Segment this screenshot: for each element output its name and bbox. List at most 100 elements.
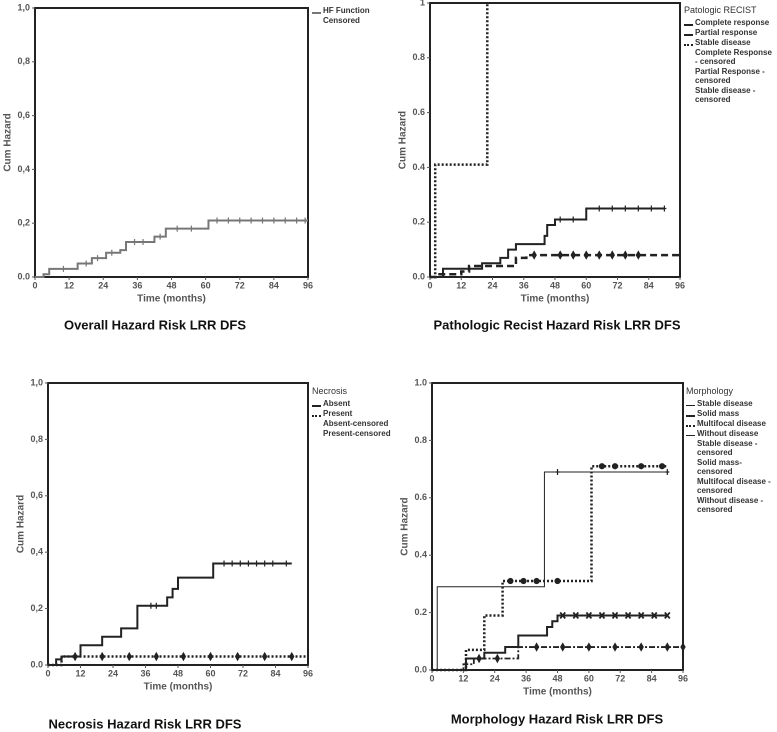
- censor-mark: [270, 560, 275, 567]
- legend-swatch: [312, 6, 321, 14]
- x-tick-label: 60: [581, 280, 591, 290]
- x-tick-label: 48: [166, 280, 176, 290]
- legend-item: Censored: [312, 16, 400, 25]
- censor-mark: [215, 217, 219, 224]
- legend-label: Stable disease: [697, 399, 753, 408]
- y-tick-label: 0.0: [17, 271, 30, 281]
- x-tick-label: 12: [458, 673, 468, 683]
- censor-mark: [283, 217, 288, 224]
- censor-mark: [624, 611, 632, 620]
- censor-mark: [622, 250, 629, 260]
- legend-swatch: [684, 86, 693, 92]
- legend-swatch: [686, 458, 695, 464]
- step-line: [430, 3, 489, 279]
- censor-mark: [207, 651, 214, 662]
- legend-swatch: [684, 18, 693, 26]
- censor-mark: [99, 651, 105, 662]
- x-axis-label: Time (months): [144, 682, 213, 693]
- censor-mark: [611, 611, 619, 620]
- x-tick-label: 84: [270, 668, 280, 678]
- legend-item: Present-censored: [312, 429, 400, 438]
- censor-mark: [254, 560, 259, 567]
- censor-mark: [262, 560, 267, 567]
- censor-mark: [636, 205, 641, 212]
- legend-item: Solid mass-censored: [686, 458, 774, 476]
- censor-mark: [154, 602, 159, 609]
- legend-swatch: [686, 477, 695, 483]
- legend-swatch: [686, 399, 695, 406]
- legend-swatch: [684, 67, 693, 73]
- legend-swatch: [684, 48, 693, 54]
- chart-title: Pathologic Recist Hazard Risk LRR DFS: [433, 317, 680, 332]
- y-tick-label: 0,6: [17, 110, 30, 120]
- censor-mark: [583, 250, 589, 260]
- legend-item: Complete response: [684, 18, 772, 27]
- censor-mark: [507, 577, 514, 585]
- censor-mark: [664, 611, 671, 620]
- x-tick-label: 36: [132, 280, 142, 290]
- censor-mark: [158, 233, 163, 240]
- legend-item: Stable disease -censored: [686, 439, 774, 457]
- censor-mark: [148, 602, 153, 609]
- censor-mark: [476, 653, 482, 664]
- legend-item: Complete Response - censored: [684, 48, 772, 66]
- censor-mark: [226, 217, 231, 224]
- censor-mark: [637, 611, 645, 620]
- x-tick-label: 84: [647, 673, 657, 683]
- legend-label: Complete response: [695, 18, 770, 27]
- legend-item: Absent-censored: [312, 419, 400, 428]
- y-tick-label: 0.4: [414, 550, 427, 560]
- legend-item: Stable disease - censored: [684, 86, 772, 104]
- y-tick-label: 0.0: [414, 664, 427, 674]
- legend-swatch: [686, 409, 695, 417]
- censor-mark: [635, 250, 642, 260]
- legend-item: Without disease: [686, 429, 774, 438]
- censor-mark: [520, 577, 527, 585]
- legend-label: Partial Response - censored: [695, 67, 765, 85]
- censor-mark: [246, 560, 251, 567]
- censor-mark: [611, 463, 619, 470]
- censor-mark: [558, 216, 563, 223]
- x-tick-label: 60: [201, 280, 211, 290]
- x-tick-label: 84: [644, 280, 654, 290]
- censor-mark: [598, 463, 606, 470]
- censor-mark: [664, 642, 671, 652]
- y-tick-label: 0.6: [412, 107, 425, 117]
- x-tick-label: 96: [303, 668, 313, 678]
- x-tick-label: 0: [45, 668, 50, 678]
- legend-item: Multifocal disease - censored: [686, 477, 774, 495]
- y-tick-label: 0.4: [412, 162, 425, 172]
- y-tick-label: 1: [420, 0, 425, 7]
- x-tick-label: 12: [456, 280, 466, 290]
- censor-mark: [610, 205, 615, 212]
- censor-mark: [649, 205, 654, 212]
- x-tick-label: 84: [269, 280, 279, 290]
- legend-label: Multifocal disease - censored: [697, 477, 771, 495]
- censor-mark: [284, 560, 289, 567]
- step-line: [432, 614, 668, 671]
- legend-title: Morphology: [686, 386, 734, 396]
- censor-mark: [237, 217, 242, 224]
- censor-mark: [572, 611, 579, 620]
- legend-item: HF Function: [312, 6, 400, 15]
- chart-title: Morphology Hazard Risk LRR DFS: [451, 711, 664, 726]
- legend: Morphology Stable disease Solid mass Multif…: [686, 387, 774, 515]
- y-axis-label: Cum Hazard: [398, 111, 409, 169]
- legend-item: Stable disease: [684, 38, 772, 47]
- censor-mark: [189, 225, 194, 232]
- censor-mark: [95, 255, 100, 262]
- censor-mark: [260, 217, 265, 224]
- censor-mark: [596, 250, 602, 260]
- y-tick-label: 0.2: [412, 217, 425, 227]
- legend-item: Without disease - censored: [686, 496, 774, 514]
- censor-mark: [623, 205, 628, 212]
- censor-mark: [531, 250, 537, 260]
- x-tick-label: 36: [519, 280, 529, 290]
- censor-mark: [662, 205, 667, 212]
- x-tick-label: 36: [140, 668, 150, 678]
- y-tick-label: 0.2: [414, 607, 427, 617]
- legend-label: Complete Response - censored: [695, 48, 772, 66]
- x-axis-label: Time (months): [523, 687, 592, 698]
- censor-mark: [84, 260, 89, 267]
